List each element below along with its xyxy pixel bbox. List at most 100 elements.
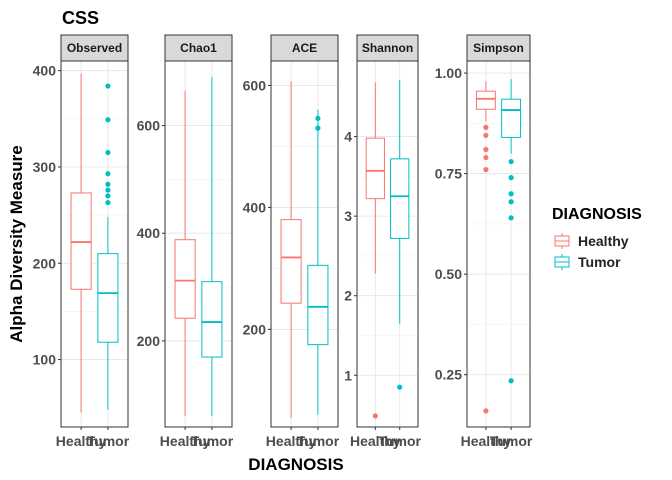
x-tick-label-healthy: Healthy	[266, 433, 317, 449]
box-ace-healthy	[280, 81, 302, 418]
y-tick-label: 400	[243, 199, 267, 215]
outlier-point	[483, 146, 489, 153]
box-iqr	[174, 239, 196, 319]
y-tick-label: 0.50	[435, 266, 462, 282]
y-tick-label: 300	[33, 159, 57, 175]
outlier-point	[483, 166, 489, 173]
y-axis-title: Alpha Diversity Measure	[7, 145, 26, 342]
outlier-point	[105, 117, 111, 123]
y-tick-label: 0.75	[435, 166, 462, 182]
strip-label-ace: ACE	[292, 41, 317, 55]
strip-label-shannon: Shannon	[362, 41, 413, 55]
legend-title: DIAGNOSIS	[552, 206, 642, 223]
chart-title: CSS	[62, 8, 99, 28]
box-chao1-healthy	[174, 90, 196, 417]
box-simpson-healthy	[475, 81, 496, 414]
x-tick-label-healthy: Healthy	[56, 433, 107, 449]
x-tick-label-healthy: Healthy	[350, 433, 401, 449]
y-tick-label: 200	[137, 333, 161, 349]
box-shannon-tumor	[390, 80, 410, 390]
y-tick-label: 3	[344, 208, 352, 224]
box-iqr	[475, 90, 496, 110]
legend-item-tumor: Tumor	[552, 251, 642, 272]
y-tick-label: 2	[344, 288, 352, 304]
panel-background	[357, 61, 418, 427]
outlier-point	[483, 132, 489, 139]
box-iqr	[70, 192, 92, 290]
outlier-point	[105, 149, 111, 156]
x-tick-label-tumor: Tumor	[191, 433, 234, 449]
strip-background	[164, 34, 233, 62]
y-tick-label: 400	[137, 225, 161, 241]
outlier-point	[105, 171, 111, 177]
box-iqr	[390, 158, 410, 239]
y-tick-label: 600	[243, 77, 267, 93]
outlier-point	[483, 154, 489, 161]
outlier-point	[483, 408, 489, 414]
y-tick-label: 200	[33, 255, 57, 271]
box-iqr	[307, 264, 329, 346]
outlier-point	[105, 83, 111, 89]
y-tick-label: 200	[243, 321, 267, 337]
box-observed-tumor	[97, 83, 119, 410]
x-tick-label-healthy: Healthy	[461, 433, 512, 449]
outlier-point	[105, 181, 111, 187]
y-tick-label: 400	[33, 63, 57, 79]
legend-key-healthy	[554, 232, 570, 249]
legend-item-healthy: Healthy	[552, 230, 642, 251]
box-iqr	[501, 98, 522, 138]
box-shannon-healthy	[365, 82, 385, 419]
legend-label-healthy: Healthy	[578, 232, 629, 249]
y-tick-label: 1	[344, 367, 352, 383]
legend: DIAGNOSIS Healthy Tumor	[552, 206, 642, 272]
y-tick-label: 100	[33, 352, 57, 368]
legend-key-tumor	[554, 253, 570, 270]
box-simpson-tumor	[501, 79, 522, 384]
outlier-point	[508, 175, 514, 181]
y-tick-label: 1.00	[435, 65, 462, 81]
outlier-point	[372, 413, 378, 419]
box-iqr	[201, 281, 223, 358]
outlier-point	[508, 191, 514, 197]
outlier-point	[397, 384, 403, 390]
box-observed-healthy	[70, 73, 92, 413]
x-tick-label-healthy: Healthy	[160, 433, 211, 449]
outlier-point	[105, 187, 111, 193]
outlier-point	[508, 199, 514, 205]
y-tick-label: 600	[137, 118, 161, 134]
strip-background	[270, 34, 339, 62]
strip-background	[356, 34, 419, 62]
x-tick-label-tumor: Tumor	[378, 433, 421, 449]
outlier-point	[508, 158, 514, 165]
outlier-point	[105, 199, 111, 206]
box-ace-tumor	[307, 109, 329, 415]
y-tick-label: 4	[344, 129, 352, 145]
strip-background	[60, 34, 129, 62]
x-axis-title: DIAGNOSIS	[248, 455, 343, 474]
strip-label-simpson: Simpson	[473, 41, 524, 55]
outlier-point	[315, 115, 321, 121]
x-tick-label-tumor: Tumor	[297, 433, 340, 449]
x-tick-label-tumor: Tumor	[87, 433, 130, 449]
legend-label-tumor: Tumor	[578, 253, 621, 270]
strip-label-observed: Observed	[67, 41, 122, 55]
x-tick-label-tumor: Tumor	[490, 433, 533, 449]
outlier-point	[105, 193, 111, 199]
box-iqr	[365, 137, 385, 200]
outlier-point	[483, 124, 489, 130]
y-tick-label: 0.25	[435, 367, 462, 383]
outlier-point	[508, 215, 514, 221]
strip-label-chao1: Chao1	[180, 41, 217, 55]
box-iqr	[97, 253, 119, 343]
box-chao1-tumor	[201, 77, 223, 417]
outlier-point	[508, 378, 514, 384]
outlier-point	[315, 125, 321, 131]
strip-background	[466, 34, 531, 62]
box-iqr	[280, 219, 302, 304]
